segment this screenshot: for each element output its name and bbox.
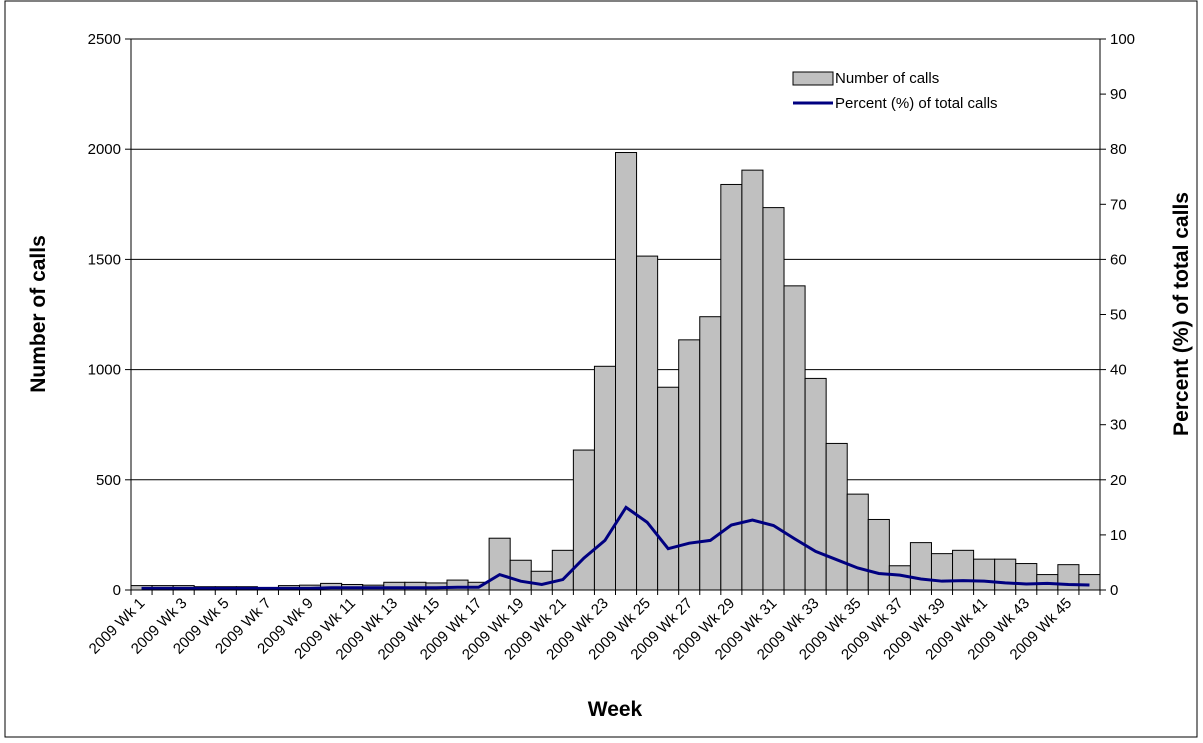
legend-swatch	[792, 71, 834, 86]
bar	[952, 549, 975, 591]
bar	[1078, 574, 1101, 591]
bar	[973, 558, 996, 591]
bar	[804, 377, 827, 591]
bar	[846, 493, 869, 591]
y-tick-label: 2000	[88, 141, 121, 158]
y2-tick-label: 70	[1110, 196, 1127, 213]
bar	[488, 537, 511, 591]
y2-tick-label: 100	[1110, 31, 1135, 48]
bar	[615, 152, 638, 591]
bar	[909, 542, 932, 591]
bar	[867, 518, 890, 591]
bar	[509, 559, 532, 591]
bar	[741, 169, 764, 591]
y2-tick-label: 60	[1110, 251, 1127, 268]
y-axis-title: Number of calls	[27, 235, 50, 393]
bar	[636, 255, 659, 591]
y2-tick-label: 20	[1110, 472, 1127, 489]
legend-label: Percent (%) of total calls	[835, 95, 998, 112]
y2-axis-title: Percent (%) of total calls	[1170, 192, 1193, 436]
bar	[678, 339, 701, 591]
y-tick-label: 1500	[88, 251, 121, 268]
bar	[572, 449, 595, 591]
y2-tick-label: 90	[1110, 86, 1127, 103]
bar	[930, 553, 954, 591]
bar	[530, 570, 553, 591]
y-tick-label: 2500	[88, 31, 121, 48]
y2-tick-label: 50	[1110, 307, 1127, 324]
y2-tick-label: 40	[1110, 362, 1127, 379]
bar	[657, 386, 680, 591]
bar	[994, 558, 1017, 591]
line	[141, 505, 1090, 590]
bar	[593, 365, 616, 591]
y2-tick-label: 10	[1110, 527, 1127, 544]
bar	[825, 442, 848, 591]
y-tick-label: 0	[113, 582, 121, 599]
y2-tick-label: 30	[1110, 417, 1127, 434]
y2-tick-label: 80	[1110, 141, 1127, 158]
legend-label: Number of calls	[835, 70, 939, 87]
bar	[699, 316, 722, 591]
bar	[1015, 563, 1038, 591]
y-tick-label: 500	[96, 472, 121, 489]
x-axis-title: Week	[588, 698, 643, 721]
y-tick-label: 1000	[88, 362, 121, 379]
y2-tick-label: 0	[1110, 582, 1118, 599]
bar	[762, 207, 785, 591]
bar	[1057, 564, 1080, 591]
